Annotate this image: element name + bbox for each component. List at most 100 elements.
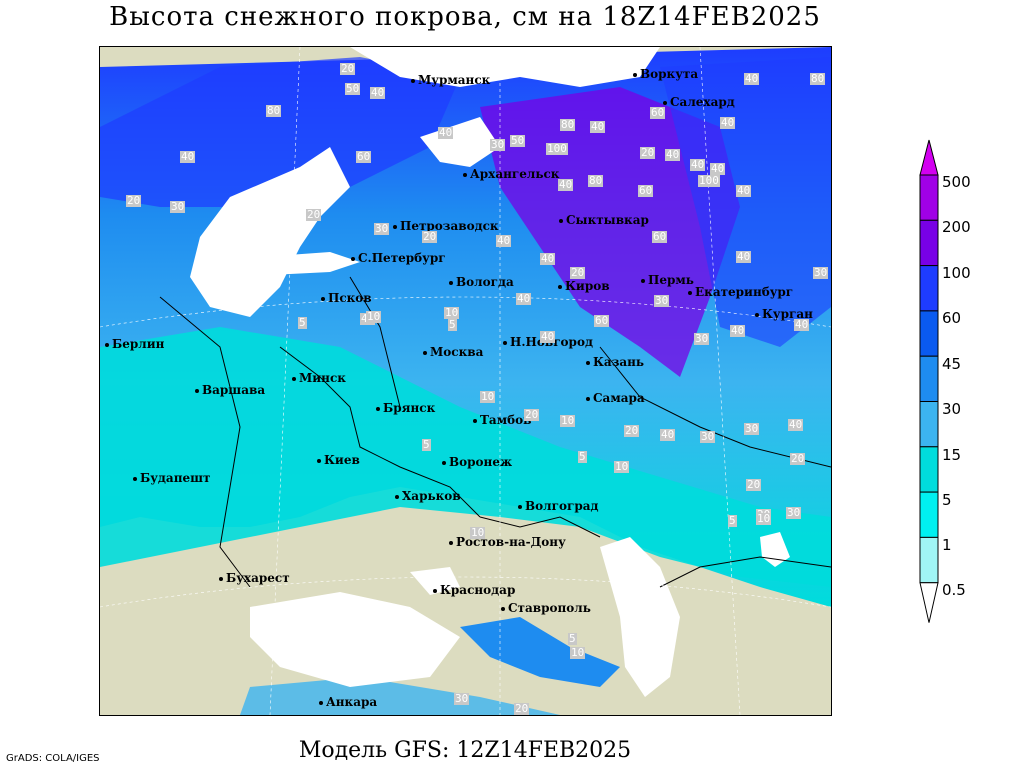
contour-label: 40 [736, 250, 752, 263]
contour-label: 40 [180, 150, 196, 163]
contour-label: 5 [448, 318, 457, 331]
contour-label: 100 [546, 142, 568, 155]
city-label: Будапешт [132, 471, 211, 485]
contour-label: 5 [422, 438, 431, 451]
contour-label: 10 [560, 414, 576, 427]
contour-label: 30 [374, 222, 390, 235]
contour-label: 80 [560, 118, 576, 131]
city-label: Краснодар [432, 583, 516, 597]
legend-arrow-top [919, 139, 939, 176]
legend-swatch [919, 219, 939, 267]
city-label: С.Петербург [351, 251, 446, 265]
city-label: Минск [292, 371, 346, 385]
city-label: Салехард [663, 95, 735, 109]
city-label: Вологда [449, 275, 514, 289]
caspian-sea [600, 537, 680, 697]
contour-label: 80 [810, 72, 826, 85]
legend-label: 200 [942, 218, 971, 236]
city-label: Волгоград [517, 499, 599, 513]
contour-label: 10 [756, 512, 772, 525]
contour-label: 40 [744, 72, 760, 85]
city-label: Анкара [318, 695, 378, 709]
city-label: Екатеринбург [687, 285, 794, 299]
contour-label: 20 [790, 452, 806, 465]
contour-label: 40 [496, 234, 512, 247]
city-label: Ставрополь [501, 601, 591, 615]
contour-label: 20 [422, 230, 438, 243]
contour-label: 60 [650, 106, 666, 119]
city-label: Петрозаводск [393, 219, 499, 233]
legend-label: 100 [942, 264, 971, 282]
contour-label: 10 [614, 460, 630, 473]
contour-label: 50 [345, 82, 361, 95]
city-label: Воронеж [441, 455, 513, 469]
snow-deep-east [660, 57, 831, 347]
contour-label: 40 [710, 162, 726, 175]
contour-label: 20 [126, 194, 142, 207]
city-label: Воркута [632, 67, 699, 81]
contour-label: 20 [340, 62, 356, 75]
contour-label: 30 [813, 266, 829, 279]
contour-label: 40 [516, 292, 532, 305]
contour-label: 30 [744, 422, 760, 435]
city-label: Варшава [194, 383, 266, 397]
city-label: Мурманск [410, 73, 491, 87]
contour-label: 40 [590, 120, 606, 133]
contour-label: 40 [370, 86, 386, 99]
sea-of-azov [410, 567, 460, 595]
city-label: Брянск [375, 401, 436, 415]
legend-swatch [919, 310, 939, 357]
contour-label: 30 [786, 506, 802, 519]
legend-swatch [919, 536, 939, 584]
legend-label: 15 [942, 446, 962, 464]
borders [159, 276, 831, 588]
contour-label: 80 [266, 104, 282, 117]
latlon-grid [100, 47, 831, 715]
legend-label: 30 [942, 400, 962, 418]
contour-label: 40 [690, 158, 706, 171]
white-sea [420, 117, 500, 167]
city-label: Курган [755, 307, 813, 321]
contour-label: 5 [728, 514, 737, 527]
city-label: Архангельск [462, 167, 560, 181]
legend-swatch [919, 401, 939, 448]
color-legend [919, 139, 939, 623]
legend-label: 45 [942, 355, 962, 373]
contour-label: 10 [480, 390, 496, 403]
city-label: Берлин [104, 337, 165, 351]
contour-label: 5 [568, 632, 577, 645]
contour-label: 50 [510, 134, 526, 147]
contour-label: 60 [652, 230, 668, 243]
contour-label: 10 [444, 306, 460, 319]
contour-label: 20 [524, 408, 540, 421]
legend-label: 0.5 [942, 581, 966, 599]
legend-label: 500 [942, 173, 971, 191]
legend-swatch [919, 446, 939, 493]
city-label: Тамбов [472, 413, 532, 427]
contour-label: 20 [624, 424, 640, 437]
contour-label: 10 [366, 310, 382, 323]
contour-label: 40 [720, 116, 736, 129]
legend-label: 5 [942, 491, 952, 509]
city-label: Киров [558, 279, 610, 293]
contour-label: 40 [794, 318, 810, 331]
contour-label: 40 [540, 252, 556, 265]
map-canvas [100, 47, 831, 715]
black-sea [250, 592, 460, 687]
snow-light-area [100, 327, 831, 587]
city-label: Бухарест [219, 571, 290, 585]
contour-label: 40 [540, 330, 556, 343]
contour-label: 30 [654, 294, 670, 307]
barents-sea [350, 47, 660, 87]
contour-label: 40 [730, 324, 746, 337]
contour-label: 100 [698, 174, 720, 187]
city-label: Казань [585, 355, 645, 369]
contour-label: 20 [640, 146, 656, 159]
contour-label: 20 [746, 478, 762, 491]
city-label: Сыктывкар [559, 213, 649, 227]
model-footer: Модель GFS: 12Z14FEB2025 [298, 738, 632, 763]
contour-label: 20 [306, 208, 322, 221]
city-label: Псков [321, 291, 372, 305]
contour-label: 20 [514, 702, 530, 715]
contour-label: 40 [438, 126, 454, 139]
